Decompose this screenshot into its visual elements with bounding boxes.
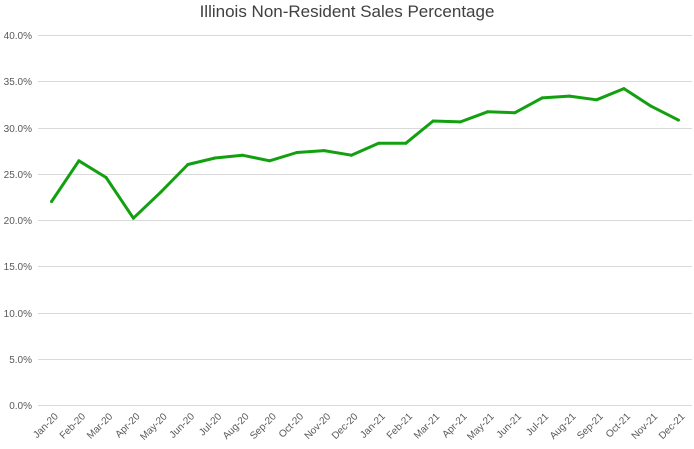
- x-tick-label: Jan-21: [358, 411, 388, 441]
- x-tick-label: May-21: [465, 411, 497, 443]
- x-tick-label: Jun-20: [168, 411, 198, 441]
- y-tick-label: 35.0%: [4, 77, 32, 88]
- data-point: [486, 110, 490, 114]
- data-point: [322, 149, 326, 153]
- y-tick-label: 15.0%: [4, 262, 32, 273]
- gridlines: [38, 35, 692, 406]
- x-tick-label: Dec-20: [330, 411, 361, 442]
- data-point: [377, 141, 381, 145]
- chart-title: Illinois Non-Resident Sales Percentage: [200, 2, 495, 21]
- data-point: [513, 111, 517, 115]
- data-point: [349, 153, 353, 157]
- y-tick-label: 10.0%: [4, 309, 32, 320]
- data-point: [295, 151, 299, 154]
- x-tick-label: Nov-20: [303, 411, 334, 442]
- x-tick-label: Mar-20: [85, 411, 115, 441]
- x-tick-label: Feb-20: [58, 411, 88, 441]
- data-point: [567, 94, 571, 98]
- data-point: [622, 87, 626, 91]
- data-point: [213, 156, 217, 160]
- x-tick-label: Jun-21: [495, 411, 525, 441]
- y-axis-ticks: 0.0% 5.0% 10.0% 15.0% 20.0% 25.0% 30.0% 35.0% 40…: [4, 31, 32, 412]
- y-tick-label: 5.0%: [9, 355, 32, 366]
- x-tick-label: Aug-21: [548, 411, 579, 442]
- x-tick-label: Nov-21: [630, 411, 661, 442]
- data-point: [240, 153, 244, 157]
- data-point: [104, 176, 108, 179]
- data-point: [268, 159, 272, 163]
- x-tick-label: May-20: [138, 411, 170, 443]
- y-tick-label: 30.0%: [4, 124, 32, 135]
- x-tick-label: Sep-21: [575, 411, 606, 442]
- data-point: [458, 120, 462, 124]
- data-point: [77, 159, 81, 163]
- y-tick-label: 40.0%: [4, 31, 32, 42]
- data-point: [159, 190, 163, 194]
- x-tick-label: Mar-21: [412, 411, 442, 441]
- data-point: [404, 141, 408, 145]
- data-point: [186, 163, 190, 166]
- x-tick-label: Oct-20: [277, 411, 306, 440]
- x-tick-label: Oct-21: [604, 411, 633, 440]
- series-layer: [50, 87, 680, 220]
- data-point: [131, 216, 135, 220]
- series-line: [50, 87, 680, 220]
- x-tick-label: Aug-20: [221, 411, 252, 442]
- x-tick-label: Dec-21: [657, 411, 688, 442]
- x-tick-label: Feb-21: [385, 411, 415, 441]
- data-point: [676, 118, 680, 122]
- y-tick-label: 20.0%: [4, 216, 32, 227]
- data-point: [649, 104, 653, 108]
- x-tick-label: Jan-20: [31, 411, 61, 441]
- x-tick-label: Sep-20: [248, 411, 279, 442]
- data-point: [595, 98, 599, 102]
- y-tick-label: 25.0%: [4, 170, 32, 181]
- data-point: [431, 119, 435, 123]
- data-point: [50, 200, 54, 203]
- y-tick-label: 0.0%: [9, 401, 32, 412]
- data-point: [540, 96, 544, 100]
